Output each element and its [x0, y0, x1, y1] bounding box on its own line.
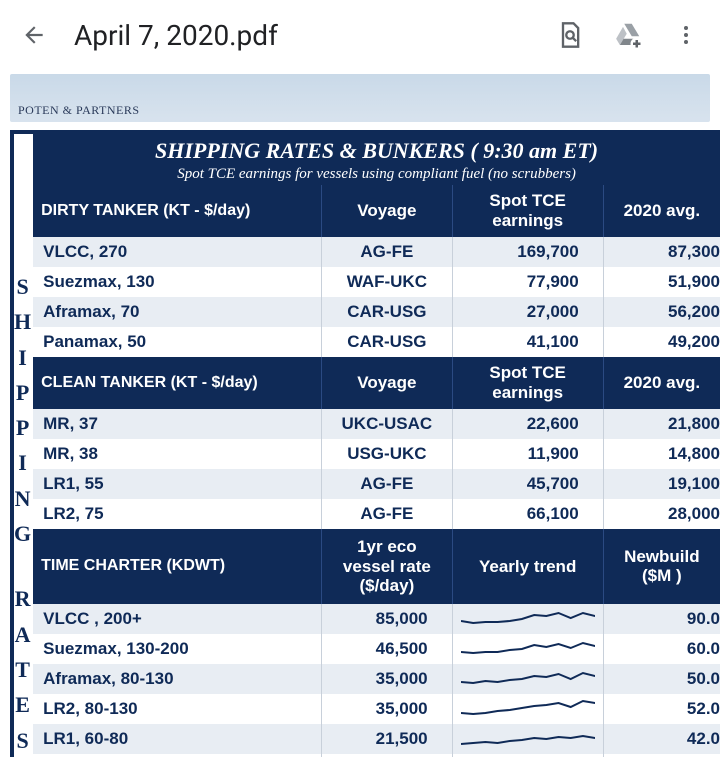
- back-button[interactable]: [10, 11, 58, 59]
- cell-name: VLCC, 270: [33, 237, 321, 267]
- cell-rate: 46,500: [322, 634, 453, 664]
- col-rate: 1yr eco vessel rate ($/day): [322, 529, 453, 604]
- cell-avg: 87,300: [603, 237, 720, 267]
- find-in-page-icon[interactable]: [546, 11, 594, 59]
- section-header: TIME CHARTER (KDWT): [33, 529, 321, 604]
- cell-trend: [452, 694, 603, 724]
- cell-trend: [452, 604, 603, 634]
- table-row: MR, 38USG-UKC11,90014,800: [33, 439, 720, 469]
- cell-newbuild: 60.0: [603, 634, 720, 664]
- cell-trend: [452, 724, 603, 754]
- cell-name: LR2, 75: [33, 499, 321, 529]
- cell-name: LR1, 55: [33, 469, 321, 499]
- cell-avg: 14,800: [603, 439, 720, 469]
- cell-rate: 85,000: [322, 604, 453, 634]
- table-row: LR2, 80-13035,000 52.0: [33, 694, 720, 724]
- app-toolbar: April 7, 2020.pdf: [0, 0, 720, 70]
- cell-avg: 21,800: [603, 409, 720, 439]
- cell-name: Aframax, 70: [33, 297, 321, 327]
- cell-voyage: UKC-USAC: [322, 409, 453, 439]
- section-header: DIRTY TANKER (KT - $/day): [33, 185, 321, 237]
- table-row: MR, 42-6016,750 34.5: [33, 754, 720, 757]
- cell-spot: 27,000: [452, 297, 603, 327]
- table-row: LR1, 55AG-FE45,70019,100: [33, 469, 720, 499]
- cell-name: MR, 42-60: [33, 754, 321, 757]
- cell-voyage: WAF-UKC: [322, 267, 453, 297]
- document-title: April 7, 2020.pdf: [68, 19, 536, 52]
- cell-spot: 169,700: [452, 237, 603, 267]
- table-row: Panamax, 50CAR-USG41,10049,200: [33, 327, 720, 357]
- col-newbuild: Newbuild ($M ): [603, 529, 720, 604]
- cell-name: MR, 37: [33, 409, 321, 439]
- overflow-menu-icon[interactable]: [662, 11, 710, 59]
- cell-name: VLCC , 200+: [33, 604, 321, 634]
- cell-voyage: CAR-USG: [322, 327, 453, 357]
- table-row: LR2, 75AG-FE66,10028,000: [33, 499, 720, 529]
- cell-rate: 35,000: [322, 664, 453, 694]
- cell-voyage: AG-FE: [322, 469, 453, 499]
- cell-avg: 51,900: [603, 267, 720, 297]
- sheet-banner: SHIPPING RATES & BUNKERS ( 9:30 am ET) S…: [33, 134, 720, 185]
- drive-add-icon[interactable]: [604, 11, 652, 59]
- cell-rate: 21,500: [322, 724, 453, 754]
- cell-voyage: AG-FE: [322, 499, 453, 529]
- rates-sheet: SHIPPINGRATES SHIPPING RATES & BUNKERS (…: [10, 130, 720, 757]
- cell-name: LR1, 60-80: [33, 724, 321, 754]
- cell-name: Panamax, 50: [33, 327, 321, 357]
- cell-newbuild: 42.0: [603, 724, 720, 754]
- col-voyage: Voyage: [322, 185, 453, 237]
- col-spot: Spot TCE earnings: [452, 357, 603, 409]
- cell-voyage: CAR-USG: [322, 297, 453, 327]
- cell-spot: 77,900: [452, 267, 603, 297]
- banner-title: SHIPPING RATES & BUNKERS ( 9:30 am ET): [37, 138, 716, 164]
- table-row: Suezmax, 130-20046,500 60.0: [33, 634, 720, 664]
- cell-newbuild: 90.0: [603, 604, 720, 634]
- cell-spot: 66,100: [452, 499, 603, 529]
- cell-trend: [452, 754, 603, 757]
- cell-avg: 28,000: [603, 499, 720, 529]
- cell-newbuild: 34.5: [603, 754, 720, 757]
- table-row: Aframax, 80-13035,000 50.0: [33, 664, 720, 694]
- cell-rate: 35,000: [322, 694, 453, 724]
- banner-subtitle: Spot TCE earnings for vessels using comp…: [37, 164, 716, 183]
- cell-newbuild: 52.0: [603, 694, 720, 724]
- col-spot: Spot TCE earnings: [452, 185, 603, 237]
- table-row: Suezmax, 130WAF-UKC77,90051,900: [33, 267, 720, 297]
- cell-name: MR, 38: [33, 439, 321, 469]
- table-row: VLCC , 200+85,000 90.0: [33, 604, 720, 634]
- table-row: LR1, 60-8021,500 42.0: [33, 724, 720, 754]
- cell-avg: 49,200: [603, 327, 720, 357]
- cell-spot: 11,900: [452, 439, 603, 469]
- cell-newbuild: 50.0: [603, 664, 720, 694]
- cell-trend: [452, 664, 603, 694]
- cell-name: LR2, 80-130: [33, 694, 321, 724]
- cell-name: Suezmax, 130: [33, 267, 321, 297]
- brand-strip: POTEN & PARTNERS: [10, 74, 710, 122]
- col-voyage: Voyage: [322, 357, 453, 409]
- cell-avg: 56,200: [603, 297, 720, 327]
- cell-avg: 19,100: [603, 469, 720, 499]
- cell-spot: 22,600: [452, 409, 603, 439]
- table-row: VLCC, 270AG-FE169,70087,300: [33, 237, 720, 267]
- vertical-label: SHIPPINGRATES: [14, 134, 33, 757]
- col-trend: Yearly trend: [452, 529, 603, 604]
- cell-name: Aframax, 80-130: [33, 664, 321, 694]
- cell-trend: [452, 634, 603, 664]
- cell-voyage: USG-UKC: [322, 439, 453, 469]
- cell-voyage: AG-FE: [322, 237, 453, 267]
- cell-spot: 45,700: [452, 469, 603, 499]
- col-avg: 2020 avg.: [603, 185, 720, 237]
- table-row: MR, 37UKC-USAC22,60021,800: [33, 409, 720, 439]
- section-header: CLEAN TANKER (KT - $/day): [33, 357, 321, 409]
- cell-name: Suezmax, 130-200: [33, 634, 321, 664]
- cell-spot: 41,100: [452, 327, 603, 357]
- cell-rate: 16,750: [322, 754, 453, 757]
- col-avg: 2020 avg.: [603, 357, 720, 409]
- brand-text: POTEN & PARTNERS: [18, 103, 140, 118]
- table-row: Aframax, 70CAR-USG27,00056,200: [33, 297, 720, 327]
- rates-table: DIRTY TANKER (KT - $/day)VoyageSpot TCE …: [33, 185, 720, 757]
